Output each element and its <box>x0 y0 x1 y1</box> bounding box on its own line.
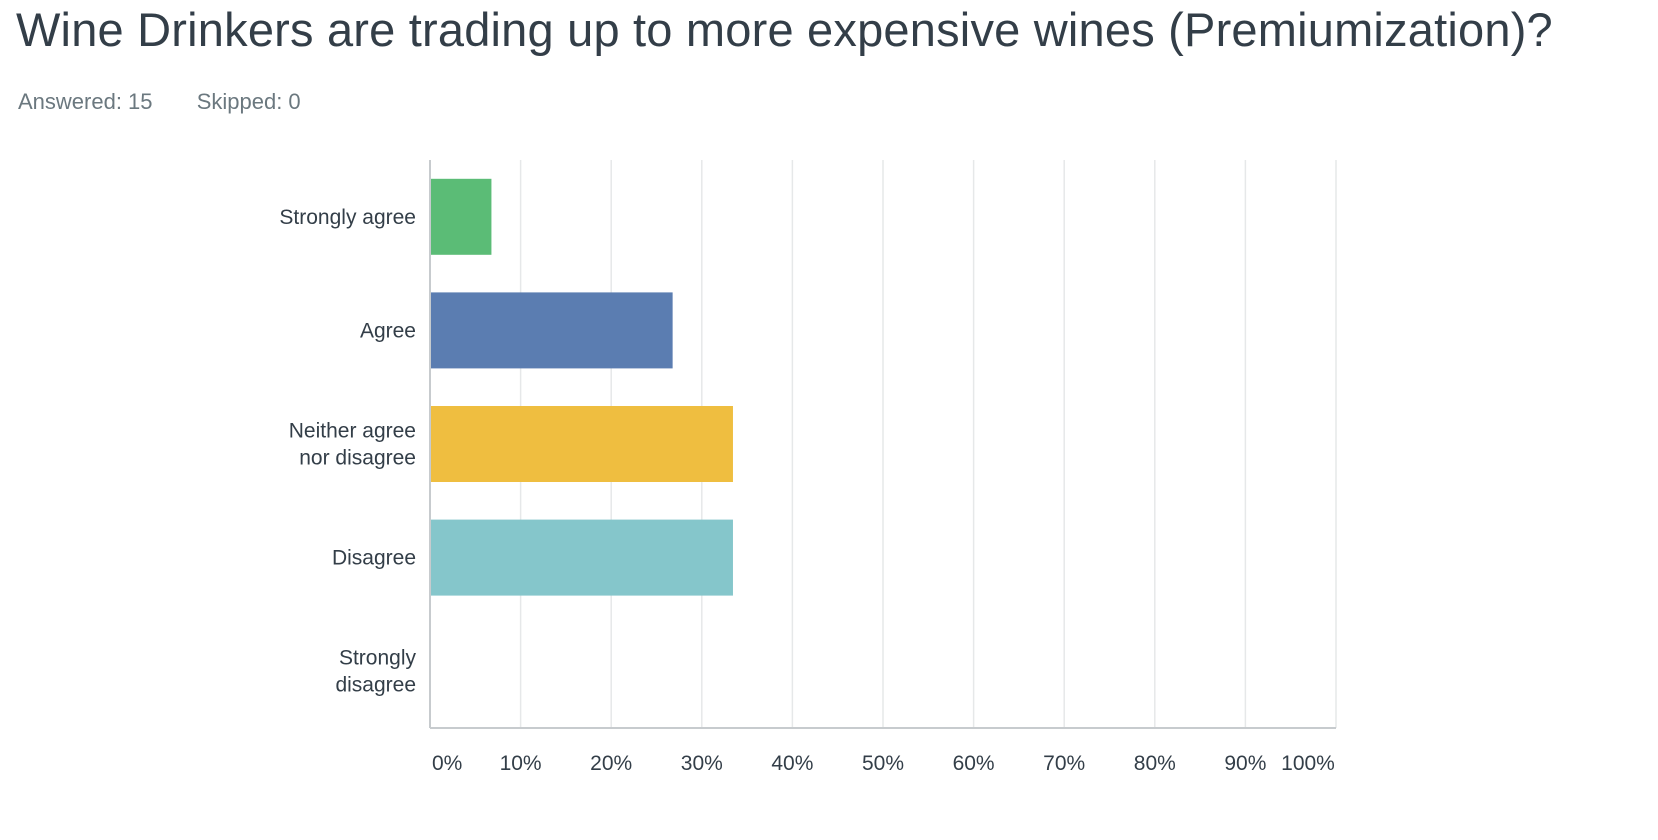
category-label: nor disagree <box>299 447 416 470</box>
bars <box>431 178 733 596</box>
category-label: Disagree <box>332 547 416 570</box>
x-tick-label: 30% <box>681 752 723 775</box>
bar[interactable] <box>431 178 492 255</box>
x-tick-label: 20% <box>590 752 632 775</box>
x-tick-label: 50% <box>862 752 904 775</box>
answered-label: Answered: <box>18 89 122 114</box>
skipped-count: 0 <box>288 89 301 114</box>
page-title: Wine Drinkers are trading up to more exp… <box>16 3 1553 56</box>
x-tick-label: 60% <box>953 752 995 775</box>
x-tick-labels: 0% 10% 20% 30% 40% 50% 60% 70% 80% 90% 100% <box>432 752 1335 775</box>
category-label: disagree <box>335 674 416 697</box>
x-tick-label: 10% <box>500 752 542 775</box>
x-tick-label: 70% <box>1043 752 1085 775</box>
category-labels: Strongly agree Agree Neither agree nor disa… <box>279 206 416 697</box>
category-label: Strongly <box>339 647 417 670</box>
response-stats: Answered: 15 Skipped: 0 <box>18 89 301 115</box>
x-tick-label: 40% <box>771 752 813 775</box>
bar[interactable] <box>431 519 733 596</box>
category-label: Neither agree <box>289 420 416 443</box>
x-tick-label: 80% <box>1134 752 1176 775</box>
category-label: Agree <box>360 319 416 342</box>
bar[interactable] <box>431 292 673 369</box>
x-tick-label: 100% <box>1281 752 1335 775</box>
axes <box>429 160 1336 729</box>
category-label: Strongly agree <box>279 206 416 229</box>
x-tick-label: 0% <box>432 752 462 775</box>
bar[interactable] <box>431 406 733 482</box>
grid-lines <box>519 160 1337 728</box>
x-tick-label: 90% <box>1224 752 1266 775</box>
answered-count: 15 <box>127 89 153 114</box>
skipped-label: Skipped: <box>196 89 283 114</box>
